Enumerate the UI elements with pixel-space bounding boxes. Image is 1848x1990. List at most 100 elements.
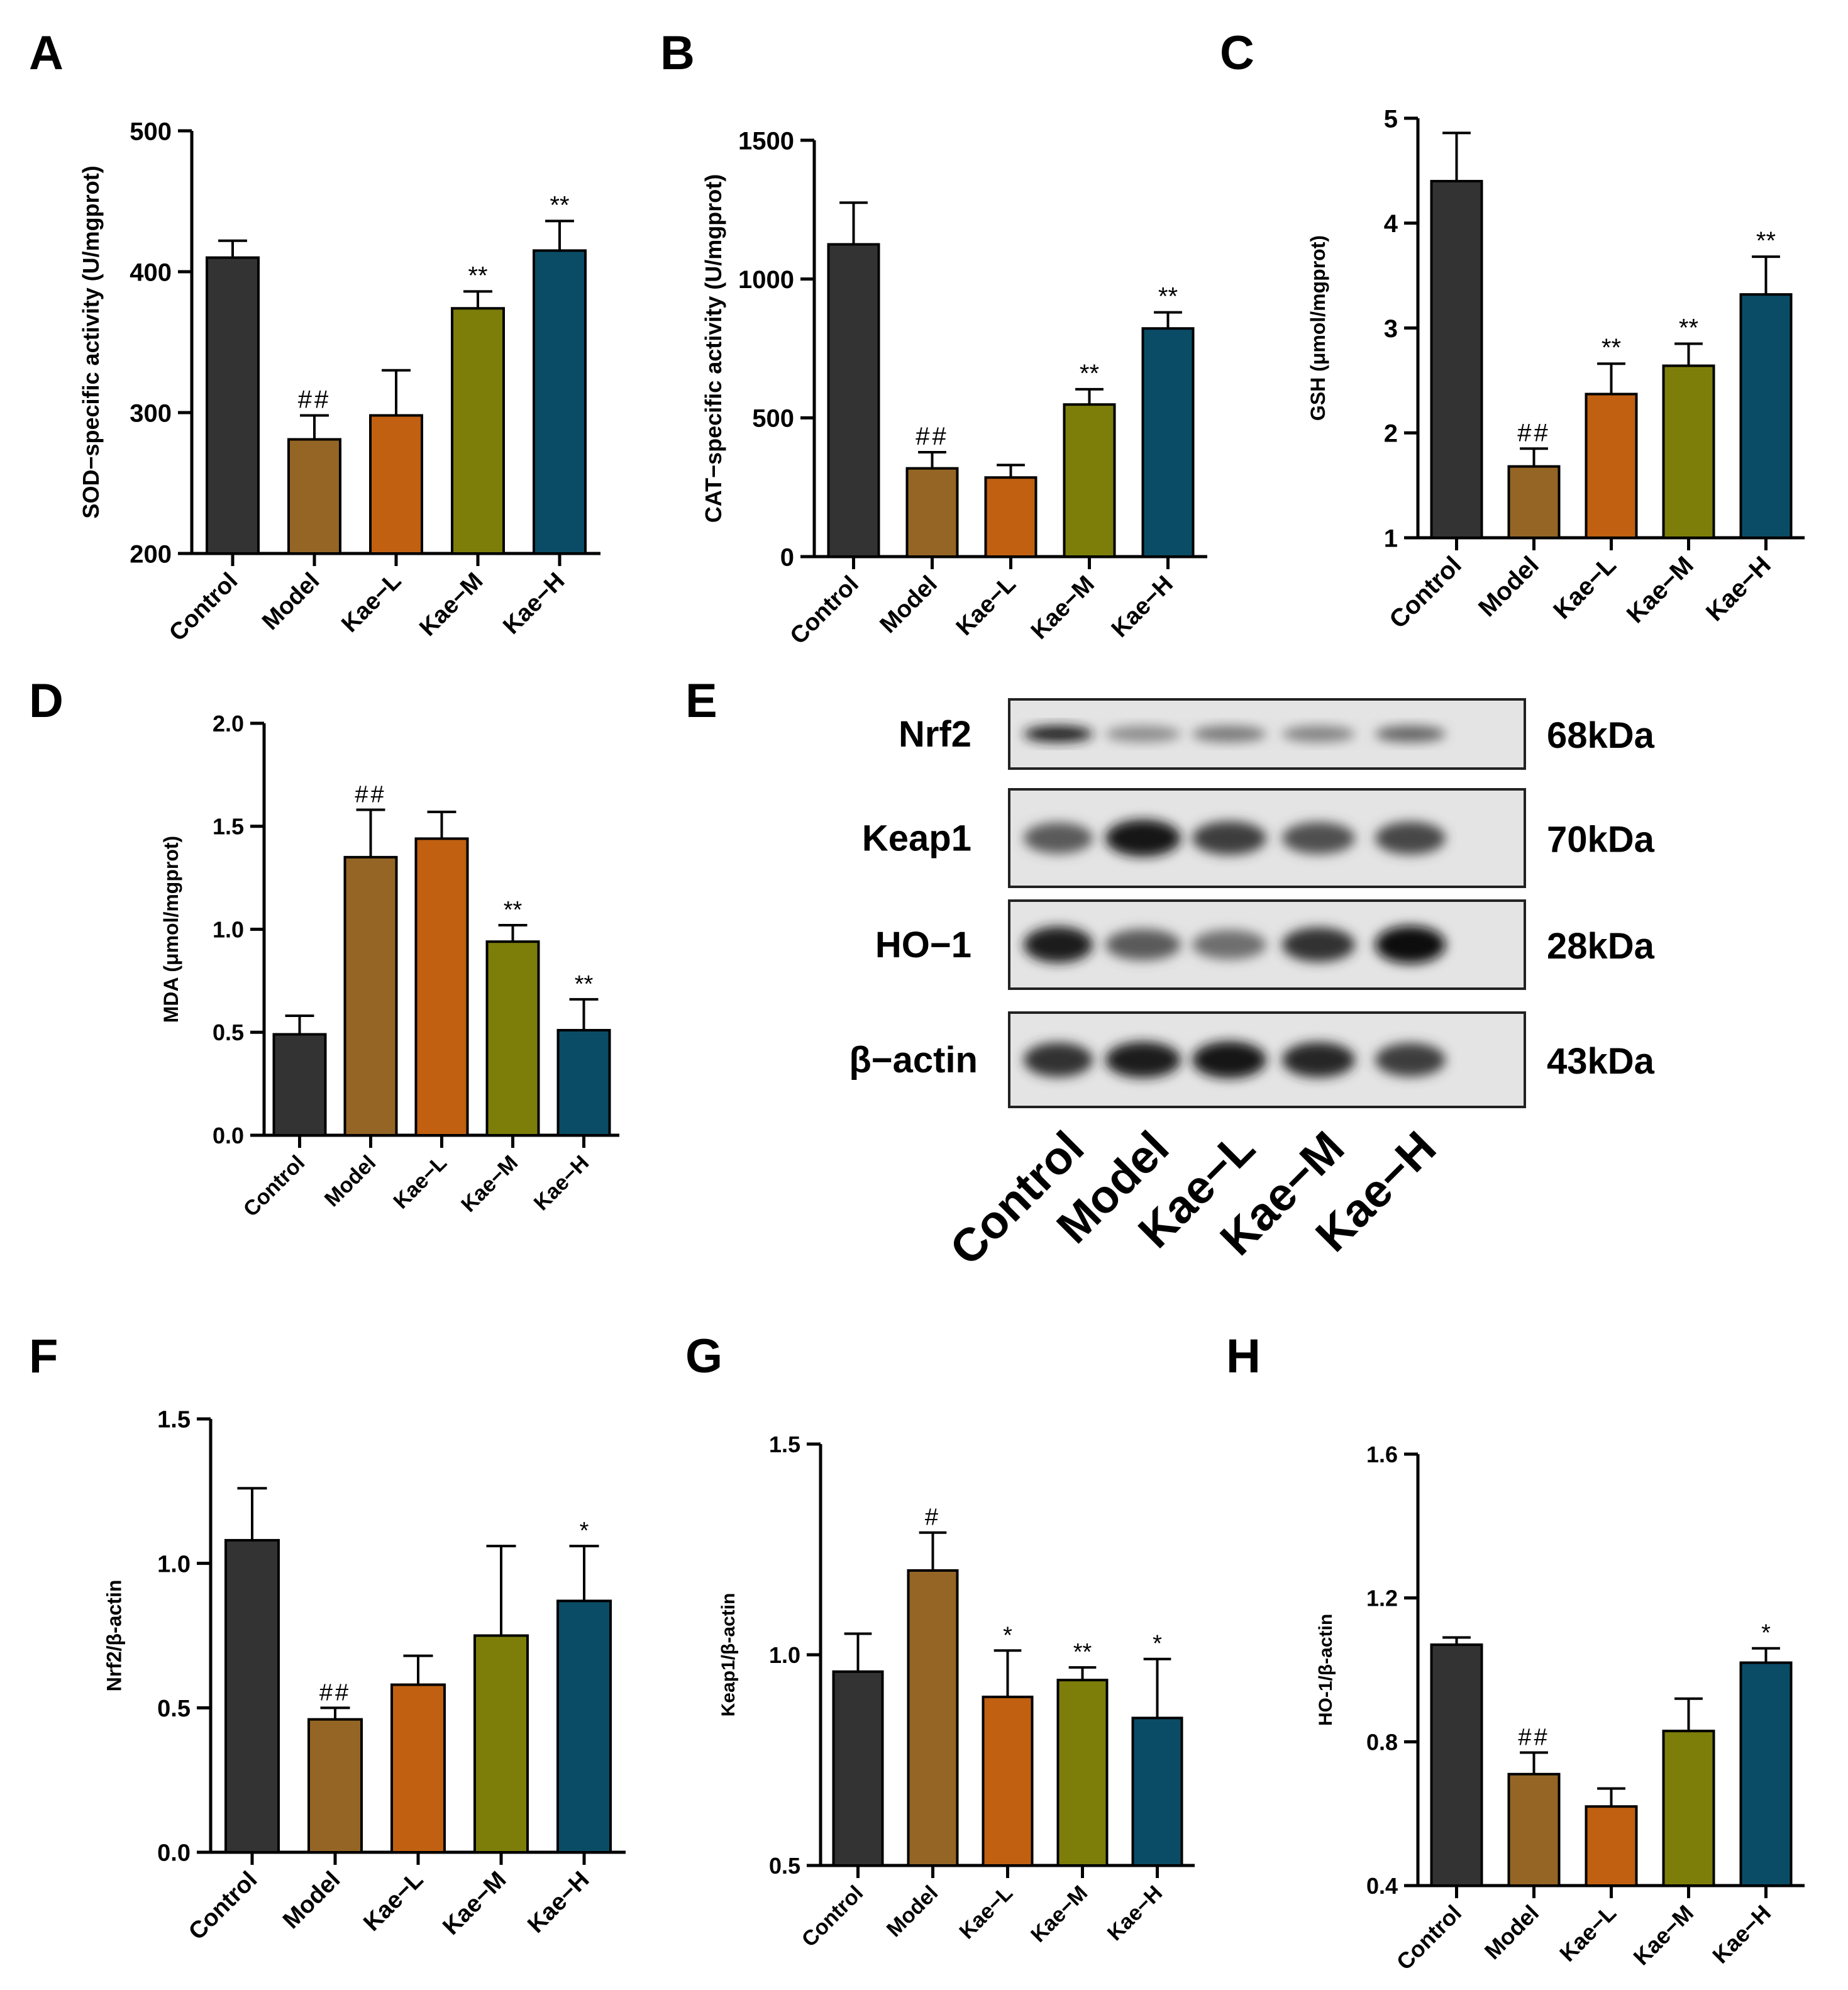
y-axis-label: MDA (μmol/mgprot) [160, 836, 182, 1023]
y-tick-label: 0.5 [157, 1696, 191, 1722]
bar-control [827, 243, 880, 558]
y-tick-label: 1.2 [1366, 1586, 1398, 1611]
bar-control [832, 1670, 884, 1867]
y-tick-label: 500 [130, 118, 172, 145]
bar-model [1507, 1772, 1561, 1887]
bar-kael [390, 1683, 446, 1854]
bar-model [907, 1569, 959, 1867]
bar-model [343, 855, 398, 1137]
blot-band [1375, 926, 1446, 964]
y-tick-label: 0.4 [1366, 1873, 1398, 1899]
bar-kaeh [1739, 1661, 1793, 1887]
significance-marker: ## [916, 423, 949, 450]
bar-kaem [1056, 1679, 1109, 1867]
significance-marker: ** [550, 191, 569, 219]
bar-kaeh [1739, 293, 1793, 539]
bar-kael [1585, 1805, 1638, 1887]
bar-kael [369, 414, 423, 555]
significance-marker: ## [1517, 419, 1551, 447]
bar-kaem [485, 940, 540, 1137]
bar-model [307, 1718, 363, 1854]
blot-band [1105, 929, 1181, 960]
y-tick-label: 3 [1384, 315, 1398, 343]
blot-band [1105, 820, 1181, 857]
bar-kaeh [556, 1599, 612, 1854]
significance-marker: * [1153, 1631, 1162, 1657]
bar-control [1430, 1643, 1483, 1887]
blot-band [1105, 726, 1181, 742]
y-axis-label: SOD−specific activity (U/mgprot) [78, 165, 104, 518]
bar-kael [982, 1696, 1034, 1867]
blot-kda-label: 43kDa [1547, 1041, 1655, 1082]
y-tick-label: 0.8 [1366, 1729, 1398, 1755]
significance-marker: ** [575, 971, 594, 998]
y-tick-label: 1.6 [1366, 1442, 1398, 1467]
blot-band [1375, 726, 1446, 742]
significance-marker: ** [1158, 283, 1178, 311]
bar-model [905, 467, 959, 558]
blot-band [1375, 1043, 1446, 1077]
blot-band [1192, 821, 1266, 855]
blot-band [1024, 726, 1093, 742]
significance-marker: ** [1602, 334, 1621, 362]
y-tick-label: 2 [1384, 420, 1398, 448]
significance-marker: ## [1518, 1724, 1549, 1750]
y-axis-label: GSH (μmol/mgprot) [1307, 235, 1329, 421]
panel-letter-b: B [660, 26, 695, 80]
bar-kaem [1662, 364, 1715, 540]
y-tick-label: 1.5 [213, 814, 244, 840]
blot-band [1375, 821, 1446, 855]
blot-protein-label: HO−1 [875, 925, 971, 965]
y-axis-label: Nrf2/β-actin [102, 1580, 125, 1692]
blot-band [1282, 726, 1355, 742]
significance-marker: * [1003, 1622, 1012, 1648]
bar-control [272, 1033, 327, 1137]
y-tick-label: 0.0 [157, 1840, 191, 1867]
significance-marker: # [925, 1504, 941, 1531]
y-tick-label: 1500 [738, 127, 794, 155]
bar-kaem [473, 1634, 529, 1854]
y-tick-label: 1.0 [213, 916, 244, 942]
y-axis-label: HO-1/β-actin [1315, 1614, 1336, 1726]
panel-letter-h: H [1226, 1330, 1261, 1383]
y-tick-label: 4 [1384, 210, 1398, 238]
panel-letter-g: G [685, 1330, 722, 1383]
y-axis-label: Keap1/β-actin [718, 1593, 739, 1717]
blot-band [1024, 1042, 1093, 1077]
blot-band [1282, 1042, 1355, 1078]
y-tick-label: 400 [130, 258, 172, 286]
bar-kael [984, 476, 1037, 558]
bar-kaeh [556, 1028, 611, 1137]
y-tick-label: 1.0 [769, 1642, 800, 1668]
y-tick-label: 0 [780, 543, 794, 571]
blot-band [1192, 726, 1266, 742]
blot-band [1192, 1041, 1266, 1079]
bar-kaeh [533, 249, 587, 555]
blot-protein-label: β−actin [849, 1040, 978, 1081]
y-tick-label: 0.5 [769, 1853, 800, 1879]
bar-kaeh [1131, 1716, 1183, 1867]
y-tick-label: 200 [130, 540, 172, 568]
y-tick-label: 1 [1384, 525, 1398, 552]
significance-marker: ## [319, 1679, 351, 1706]
blot-protein-label: Keap1 [862, 818, 971, 859]
blot-kda-label: 28kDa [1547, 926, 1655, 967]
y-tick-label: 1.0 [157, 1551, 191, 1577]
bar-kaem [451, 307, 505, 555]
blot-band [1282, 927, 1355, 962]
y-tick-label: 0.0 [213, 1123, 244, 1148]
blot-kda-label: 70kDa [1547, 820, 1655, 860]
bar-kael [1585, 392, 1638, 539]
blot-band [1024, 822, 1093, 854]
significance-marker: ** [1756, 227, 1776, 255]
bar-kaem [1662, 1730, 1715, 1887]
significance-marker: ## [298, 386, 331, 413]
bar-control [206, 256, 260, 555]
significance-marker: ** [1073, 1639, 1092, 1665]
panel-letter-f: F [29, 1330, 58, 1383]
significance-marker: * [580, 1518, 589, 1544]
panel-letter-a: A [29, 26, 64, 80]
blot-band [1024, 926, 1093, 963]
y-tick-label: 1000 [738, 266, 794, 294]
